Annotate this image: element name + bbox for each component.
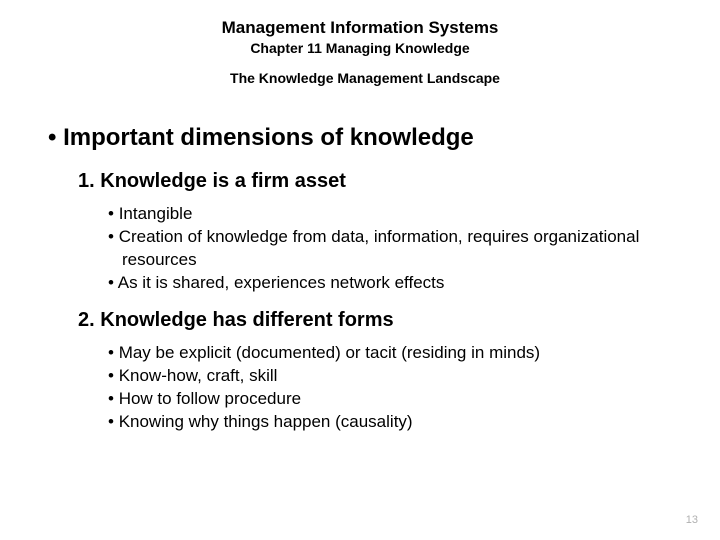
sub-item: How to follow procedure [108, 388, 690, 411]
header-title: Management Information Systems [30, 18, 690, 38]
header-subtitle: Chapter 11 Managing Knowledge [30, 40, 690, 56]
page-number: 13 [686, 514, 698, 526]
heading-1: Knowledge is a firm asset [100, 170, 346, 192]
num-2: 2. [78, 309, 95, 331]
sub-item: Creation of knowledge from data, informa… [108, 226, 690, 272]
numbered-heading-1: 1. Knowledge is a firm asset [78, 170, 690, 193]
sub-item: As it is shared, experiences network eff… [108, 272, 690, 295]
sub-item: Intangible [108, 203, 690, 226]
list-section: 1. Knowledge is a firm asset Intangible … [30, 170, 690, 434]
heading-2: Knowledge has different forms [100, 309, 393, 331]
numbered-heading-2: 2. Knowledge has different forms [78, 309, 690, 332]
main-heading: Important dimensions of knowledge [30, 124, 690, 152]
sub-list-2: May be explicit (documented) or tacit (r… [78, 342, 690, 434]
num-1: 1. [78, 170, 95, 192]
header-section: The Knowledge Management Landscape [30, 70, 690, 86]
sub-item: May be explicit (documented) or tacit (r… [108, 342, 690, 365]
sub-item: Know-how, craft, skill [108, 365, 690, 388]
sub-list-1: Intangible Creation of knowledge from da… [78, 203, 690, 295]
sub-item: Knowing why things happen (causality) [108, 411, 690, 434]
